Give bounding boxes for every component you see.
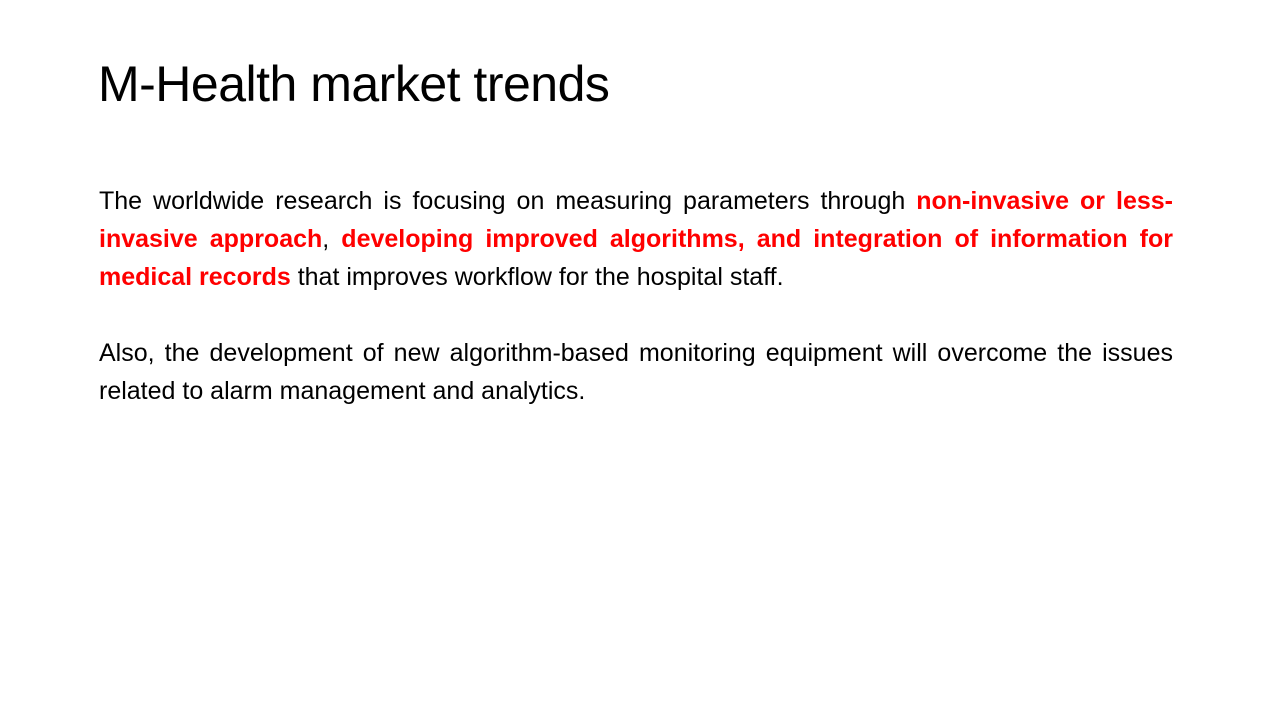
paragraph-monitoring-equipment: Also, the development of new algorithm-b… — [99, 339, 1173, 405]
paragraph-1-separator: , — [322, 225, 342, 253]
highlight-non-invasive-approach: non-invasive or less-invasive approach — [99, 187, 1173, 253]
slide-body: The worldwide research is focusing on me… — [99, 182, 1173, 410]
paragraph-1-text-end: that improves workflow for the hospital … — [290, 263, 784, 291]
slide-title: M-Health market trends — [98, 56, 610, 112]
paragraph-1-text-start: The worldwide research is focusing on me… — [99, 187, 917, 215]
paragraph-research-focus: The worldwide research is focusing on me… — [99, 182, 1173, 296]
highlight-algorithms-integration: developing improved algorithms, and inte… — [99, 225, 1173, 291]
